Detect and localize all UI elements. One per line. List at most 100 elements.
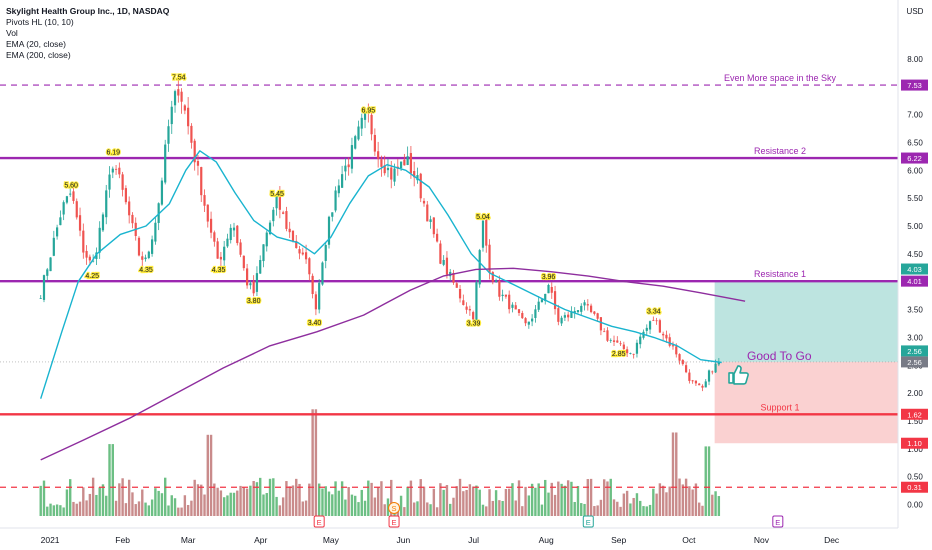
- volume-bar: [412, 502, 416, 516]
- volume-bar: [376, 487, 380, 516]
- price-tick-label: 6.50: [907, 138, 923, 147]
- time-tick-label: Mar: [181, 535, 196, 545]
- volume-bar: [517, 480, 521, 516]
- volume-bar: [167, 505, 170, 516]
- candle-body: [327, 216, 331, 245]
- candle-body: [193, 140, 196, 163]
- candle-body: [236, 225, 239, 244]
- volume-bar: [576, 485, 580, 516]
- indicator-ema-20[interactable]: EMA (20, close): [6, 39, 66, 49]
- candle-body: [206, 204, 209, 222]
- candle-body: [445, 257, 449, 275]
- volume-bar: [69, 479, 72, 516]
- time-tick-label: May: [323, 535, 340, 545]
- candle-body: [426, 204, 429, 222]
- candle-body: [609, 340, 612, 341]
- candle-body: [399, 161, 403, 169]
- price-tag: [901, 356, 928, 368]
- indicator-pivots[interactable]: Pivots HL (10, 10): [6, 17, 74, 27]
- volume-bar: [416, 501, 419, 516]
- candle-body: [311, 275, 314, 294]
- price-tag: [901, 481, 928, 493]
- volume-bar: [311, 409, 314, 516]
- candle-body: [537, 301, 540, 310]
- candle-body: [295, 240, 298, 249]
- volume-bar: [278, 505, 282, 516]
- price-tick-label: 3.50: [907, 306, 923, 315]
- candle-body: [534, 309, 537, 318]
- volume-bar: [560, 483, 563, 516]
- volume-bar: [652, 488, 655, 516]
- candle-body: [203, 195, 206, 206]
- price-tag-label: 2.56: [907, 358, 922, 367]
- volume-bar: [501, 501, 504, 516]
- pivot-label: 5.60: [64, 183, 78, 190]
- volume-bar: [101, 484, 105, 516]
- candle-body: [213, 232, 216, 242]
- volume-bar: [347, 486, 350, 516]
- candle-body: [314, 294, 318, 310]
- volume-bar: [465, 489, 468, 516]
- indicator-ema-200[interactable]: EMA (200, close): [6, 50, 71, 60]
- price-tag-label: 4.03: [907, 265, 922, 274]
- candle-body: [321, 262, 324, 285]
- candle-body: [671, 345, 675, 347]
- candle-body: [567, 314, 570, 318]
- volume-bar: [399, 495, 403, 516]
- candle-body: [648, 321, 652, 330]
- volume-bar: [658, 483, 662, 516]
- candle-body: [114, 168, 118, 170]
- volume-bar: [452, 497, 455, 516]
- pivot-label: 3.34: [647, 308, 661, 315]
- volume-bar: [668, 486, 671, 516]
- candle-body: [187, 107, 190, 127]
- volume-bar: [357, 502, 360, 516]
- pivot-label: 2.85: [612, 351, 626, 358]
- candle-body: [599, 317, 603, 331]
- volume-bar: [91, 477, 95, 516]
- candle-body: [488, 244, 491, 273]
- candle-body: [223, 246, 226, 261]
- time-tick-label: Sep: [611, 535, 626, 545]
- candle-body: [347, 164, 350, 168]
- candle-body: [403, 159, 406, 166]
- volume-bar: [193, 479, 196, 516]
- volume-bar: [580, 503, 583, 516]
- volume-bar: [645, 506, 648, 516]
- candle-body: [681, 360, 684, 365]
- volume-bar: [435, 507, 439, 516]
- candle-body: [331, 212, 334, 217]
- candle-body: [465, 306, 468, 310]
- candle-body: [147, 251, 150, 259]
- volume-bar: [429, 504, 432, 516]
- volume-bar: [78, 501, 82, 516]
- candle-body: [380, 159, 383, 167]
- candle-body: [373, 134, 376, 152]
- candle-body: [232, 227, 236, 231]
- price-tag-label: 1.10: [907, 439, 922, 448]
- candle-body: [593, 311, 596, 314]
- volume-bar: [557, 481, 560, 516]
- candle-body: [675, 346, 678, 355]
- candle-body: [586, 304, 589, 306]
- candle-body: [69, 193, 72, 195]
- candle-body: [249, 283, 252, 286]
- volume-bar: [498, 500, 501, 516]
- indicator-volume[interactable]: Vol: [6, 28, 18, 38]
- candle-body: [160, 180, 164, 205]
- candle-body: [472, 312, 475, 320]
- candle-body: [560, 317, 563, 324]
- volume-bar: [599, 499, 603, 516]
- volume-bar: [547, 492, 550, 516]
- volume-bar: [154, 488, 157, 516]
- volume-bar: [160, 493, 164, 516]
- candle-body: [75, 201, 78, 218]
- volume-bar: [553, 494, 557, 516]
- price-tag: [901, 345, 928, 357]
- candle-body: [531, 318, 534, 322]
- candle-body: [131, 214, 134, 224]
- candle-body: [704, 381, 707, 388]
- candle-body: [144, 257, 147, 260]
- volume-bar: [108, 444, 111, 516]
